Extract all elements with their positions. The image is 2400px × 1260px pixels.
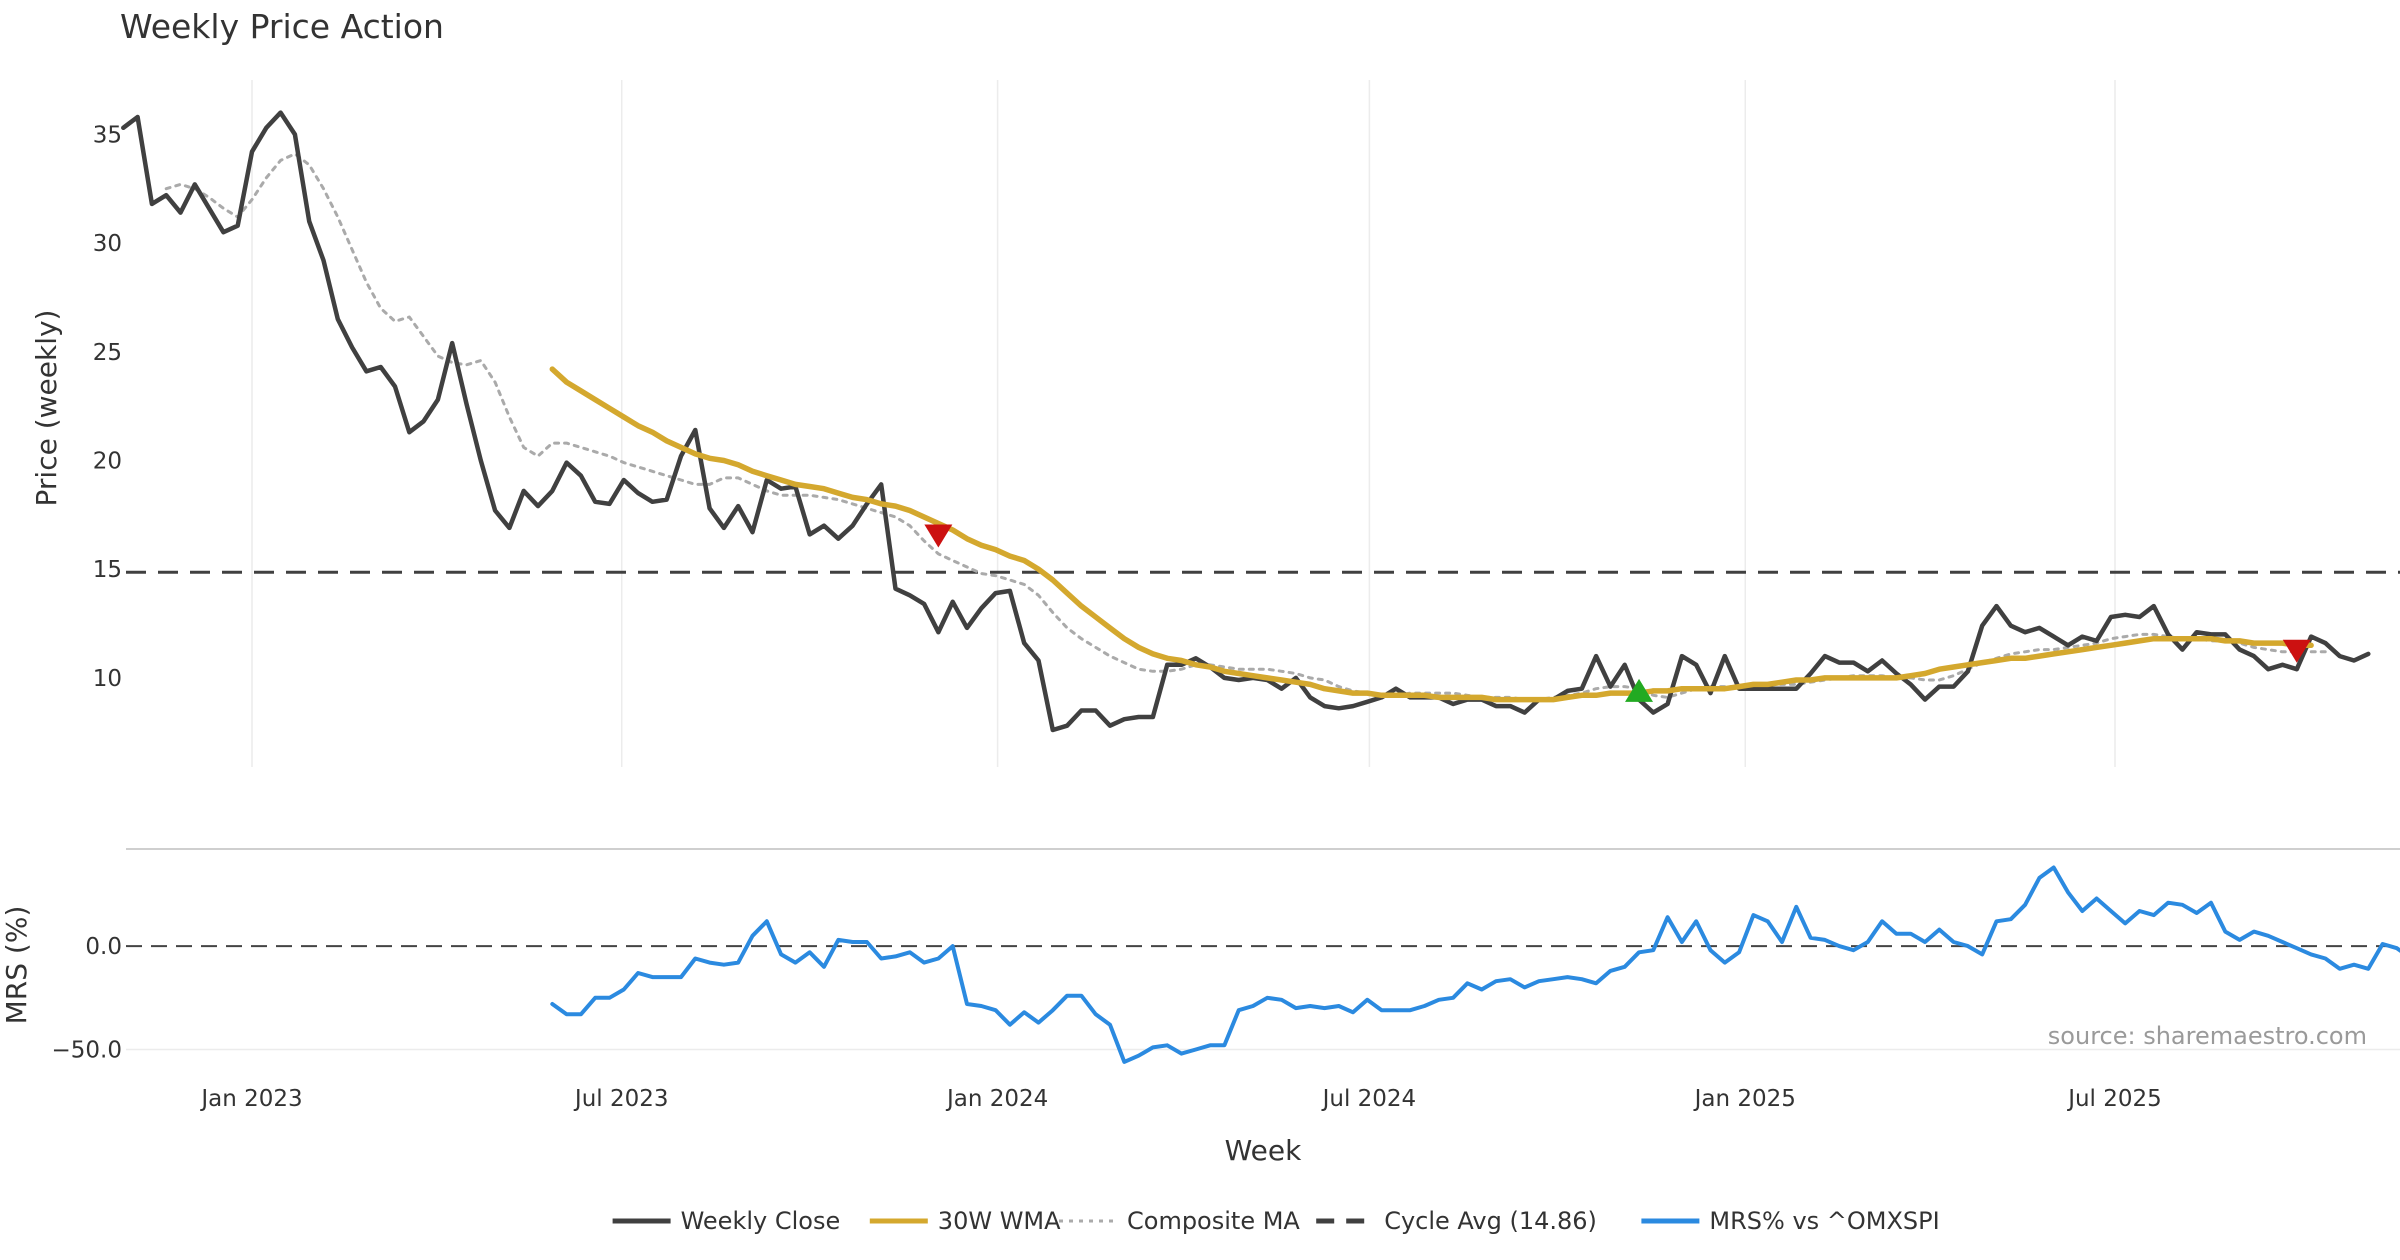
- x-tick-label: Jul 2025: [2066, 1086, 2162, 1112]
- price-y-axis-title: Price (weekly): [30, 310, 63, 507]
- x-tick-label: Jan 2023: [199, 1086, 302, 1112]
- chart-title: Weekly Price Action: [120, 7, 444, 46]
- signal-layer: [924, 524, 2311, 702]
- reference-lines: [126, 570, 2400, 948]
- sell-signal-marker: [924, 524, 953, 548]
- composite-ma-line: [164, 152, 2327, 702]
- legend-label: 30W WMA: [938, 1207, 1061, 1235]
- sell-signal-marker: [2282, 639, 2311, 663]
- axis-layer: Jan 2023 Jul 2023 Jan 2024 Jul 2024 Jan 2025…: [52, 122, 2162, 1112]
- buy-signal-marker: [1625, 678, 1654, 702]
- legend-label: Composite MA: [1127, 1207, 1300, 1235]
- price-y-tick-label: 10: [93, 666, 122, 692]
- x-tick-label: Jul 2023: [573, 1086, 669, 1112]
- source-label: source: sharemaestro.com: [2048, 1022, 2367, 1050]
- mrs-y-tick-label: 0.0: [85, 934, 122, 960]
- series-layer: [121, 110, 2400, 1064]
- legend-label: MRS% vs ^OMXSPI: [1709, 1207, 1939, 1235]
- price-y-tick-label: 15: [93, 557, 122, 583]
- grid-layer: [126, 80, 2400, 1051]
- price-y-tick-label: 20: [93, 448, 122, 474]
- legend: Weekly Close 30W WMA Composite MA Cycle Avg…: [612, 1207, 1940, 1235]
- price-y-tick-label: 25: [93, 340, 122, 366]
- legend-label: Cycle Avg (14.86): [1384, 1207, 1597, 1235]
- x-tick-label: Jul 2024: [1321, 1086, 1417, 1112]
- legend-label: Weekly Close: [681, 1207, 841, 1235]
- wma-30w-line: [549, 366, 2314, 703]
- x-tick-label: Jan 2024: [945, 1086, 1048, 1112]
- mrs-y-axis-title: MRS (%): [0, 906, 33, 1025]
- price-y-tick-label: 30: [93, 231, 122, 257]
- x-axis-title: Week: [1225, 1134, 1302, 1167]
- mrs-line: [550, 865, 2400, 1064]
- x-tick-label: Jan 2025: [1693, 1086, 1796, 1112]
- weekly-close-line: [121, 110, 2371, 733]
- price-y-tick-label: 35: [93, 122, 122, 148]
- mrs-y-tick-label: −50.0: [52, 1037, 122, 1063]
